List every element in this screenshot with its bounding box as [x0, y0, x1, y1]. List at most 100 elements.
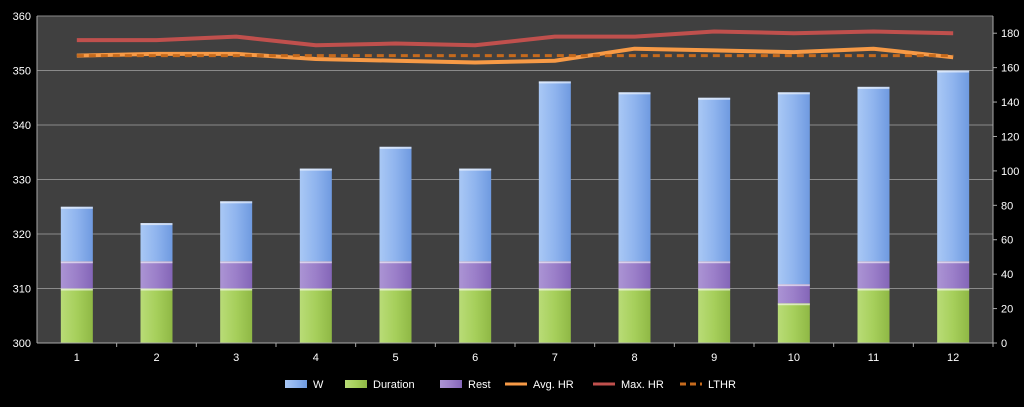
bar-highlight	[937, 288, 970, 291]
bar-highlight	[299, 261, 332, 264]
line-max-hr	[76, 29, 954, 48]
bar-rest	[937, 261, 970, 289]
bar-highlight	[857, 261, 890, 264]
bar-duration	[459, 288, 492, 343]
legend-label: W	[313, 379, 324, 391]
bar-highlight	[220, 288, 253, 291]
bar-duration	[618, 288, 651, 343]
bar-duration	[538, 288, 571, 343]
legend-swatch	[345, 380, 367, 388]
legend-swatch	[440, 380, 462, 388]
bar-duration	[60, 288, 93, 343]
bar-rest	[379, 261, 412, 289]
left-tick-label: 350	[13, 66, 31, 78]
x-tick-label: 11	[868, 352, 879, 364]
bar-highlight	[538, 288, 571, 291]
bar-highlight	[777, 303, 810, 306]
left-tick-label: 300	[13, 338, 31, 350]
bar-duration	[777, 303, 810, 343]
bar-highlight	[618, 261, 651, 264]
bar-w	[220, 201, 253, 262]
x-tick-label: 7	[552, 352, 558, 364]
bar-rest	[618, 261, 651, 289]
bar-rest	[538, 261, 571, 289]
bar-rest	[220, 261, 253, 289]
left-tick-label: 320	[13, 229, 31, 241]
bar-w	[60, 206, 93, 262]
bar-highlight	[299, 288, 332, 291]
x-tick-label: 9	[711, 352, 717, 364]
bar-duration	[140, 288, 173, 343]
left-tick-label: 360	[13, 11, 31, 23]
right-tick-label: 180	[1001, 28, 1019, 40]
bar-highlight	[618, 92, 651, 95]
x-tick-label: 12	[947, 352, 959, 364]
right-tick-label: 100	[1001, 166, 1019, 178]
right-tick-label: 40	[1001, 269, 1013, 281]
legend-swatch	[285, 380, 307, 388]
bar-rest	[459, 261, 492, 289]
bar-w	[140, 223, 173, 262]
bar-highlight	[618, 288, 651, 291]
left-tick-label: 330	[13, 175, 31, 187]
left-tick-label: 340	[13, 120, 31, 132]
bar-w	[777, 92, 810, 285]
legend-label: LTHR	[708, 379, 736, 391]
bar-w	[618, 92, 651, 262]
right-tick-label: 160	[1001, 63, 1019, 75]
bar-highlight	[459, 288, 492, 291]
bar-w	[698, 97, 731, 262]
bar-w	[379, 146, 412, 262]
bar-duration	[379, 288, 412, 343]
right-tick-label: 140	[1001, 97, 1019, 109]
bar-highlight	[140, 223, 173, 226]
bar-rest	[698, 261, 731, 289]
right-tick-label: 20	[1001, 304, 1013, 316]
bar-highlight	[140, 261, 173, 264]
x-tick-label: 8	[631, 352, 637, 364]
bar-rest	[777, 284, 810, 304]
bar-highlight	[698, 288, 731, 291]
legend-label: Duration	[373, 379, 415, 391]
bar-highlight	[379, 146, 412, 149]
right-tick-label: 120	[1001, 131, 1019, 143]
bar-highlight	[220, 201, 253, 204]
right-tick-label: 0	[1001, 338, 1007, 350]
bar-highlight	[538, 81, 571, 84]
bar-highlight	[459, 261, 492, 264]
right-tick-label: 60	[1001, 235, 1013, 247]
bar-duration	[299, 288, 332, 343]
bar-rest	[140, 261, 173, 289]
x-tick-label: 1	[74, 352, 80, 364]
bar-rest	[857, 261, 890, 289]
bar-highlight	[60, 288, 93, 291]
x-tick-label: 10	[788, 352, 800, 364]
bar-duration	[857, 288, 890, 343]
bar-highlight	[777, 284, 810, 287]
bar-highlight	[937, 261, 970, 264]
bar-highlight	[538, 261, 571, 264]
left-tick-label: 310	[13, 284, 31, 296]
bar-highlight	[220, 261, 253, 264]
bar-duration	[937, 288, 970, 343]
x-tick-label: 5	[392, 352, 398, 364]
bar-duration	[698, 288, 731, 343]
bar-highlight	[379, 288, 412, 291]
bar-w	[937, 70, 970, 262]
x-tick-label: 6	[472, 352, 478, 364]
legend-label: Avg. HR	[533, 379, 574, 391]
bar-highlight	[857, 86, 890, 89]
bar-highlight	[698, 97, 731, 100]
bar-w	[459, 168, 492, 262]
bar-highlight	[777, 92, 810, 95]
bar-highlight	[379, 261, 412, 264]
bar-highlight	[698, 261, 731, 264]
bar-highlight	[60, 261, 93, 264]
bar-highlight	[60, 206, 93, 209]
right-tick-label: 80	[1001, 200, 1013, 212]
bar-w	[299, 168, 332, 262]
bar-rest	[299, 261, 332, 289]
line-avg-hr	[76, 46, 954, 65]
legend-label: Max. HR	[621, 379, 664, 391]
